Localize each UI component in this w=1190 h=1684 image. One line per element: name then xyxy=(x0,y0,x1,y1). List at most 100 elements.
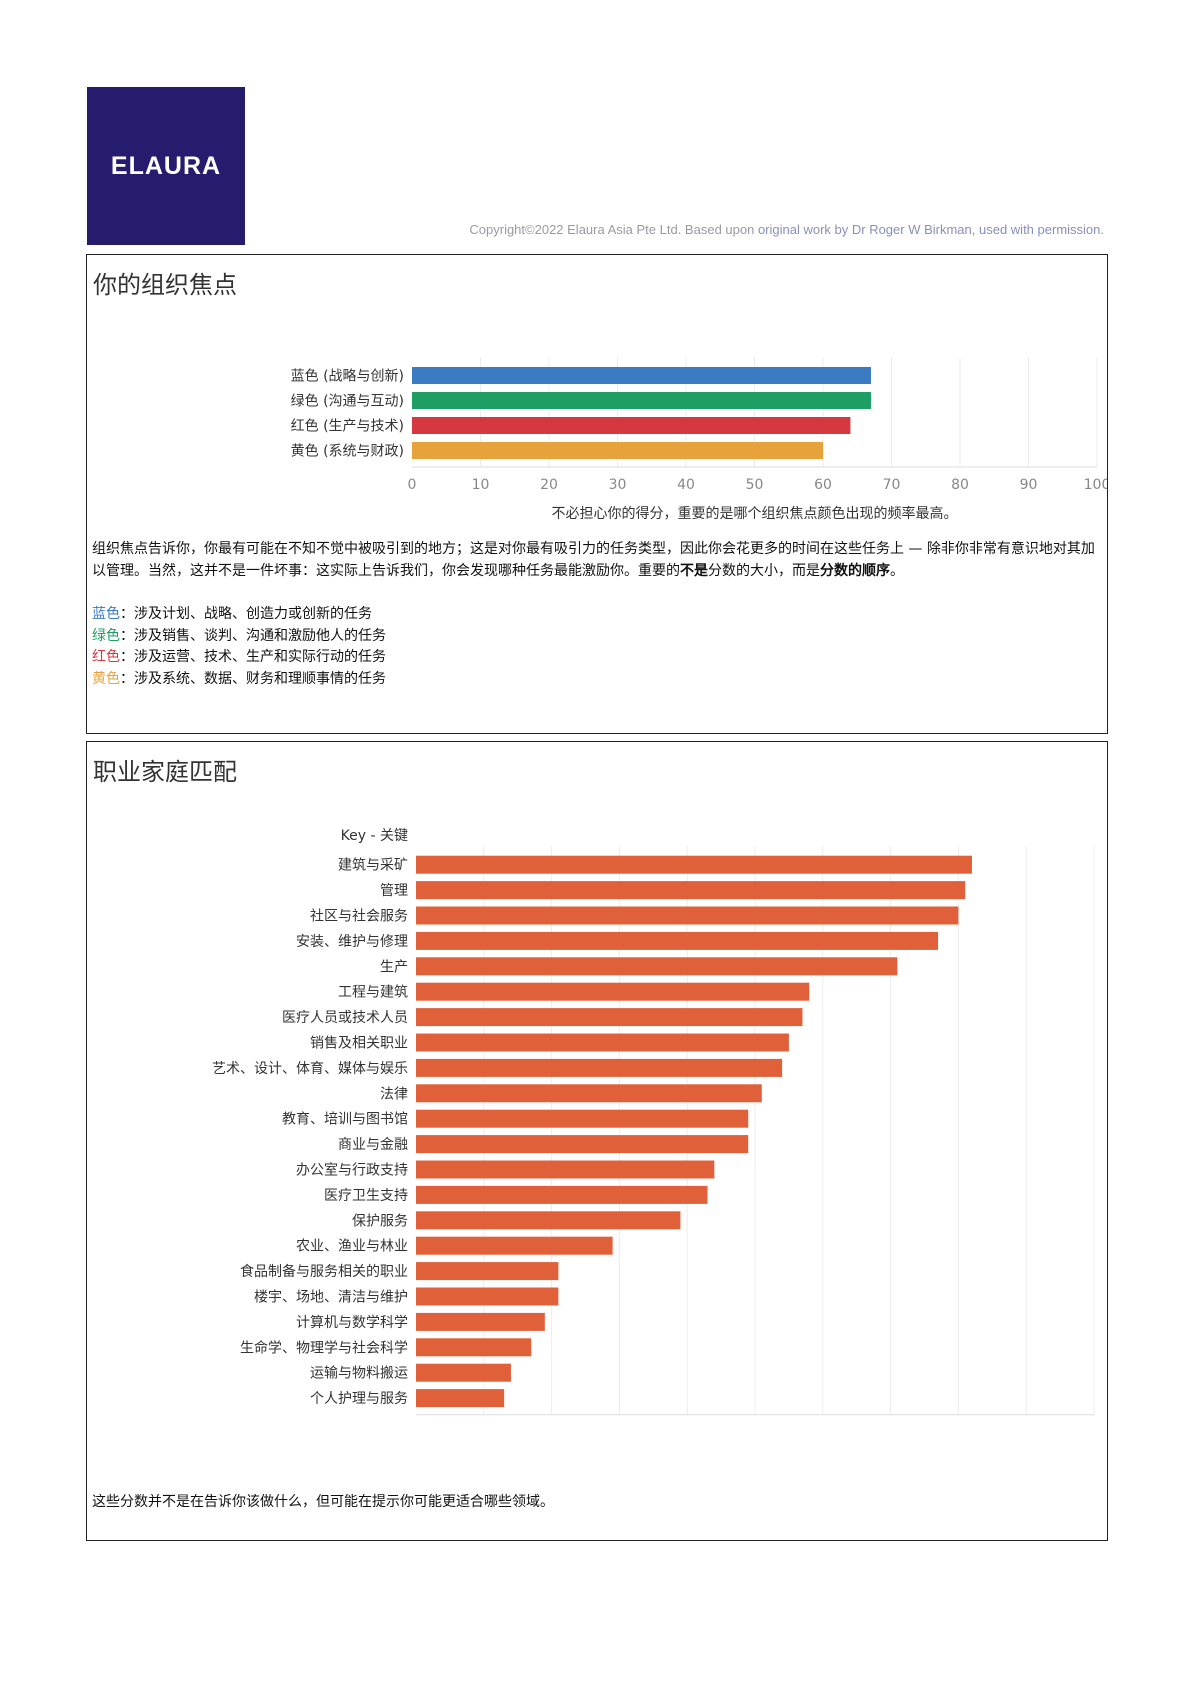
tick-label: 100 xyxy=(1084,477,1107,493)
category-label: 运输与物料搬运 xyxy=(310,1366,408,1382)
category-label: 绿色 (沟通与互动) xyxy=(291,393,404,410)
bar xyxy=(416,1363,511,1382)
bar xyxy=(416,1058,783,1077)
category-label: 法律 xyxy=(380,1086,408,1102)
tick-label: 40 xyxy=(677,477,695,493)
section1-description: 组织焦点告诉你，你最有可能在不知不觉中被吸引到的地方；这是对你最有吸引力的任务类… xyxy=(92,538,1097,582)
category-label: 工程与建筑 xyxy=(338,985,408,1001)
category-label: 艺术、设计、体育、媒体与娱乐 xyxy=(212,1061,408,1077)
bar xyxy=(416,1033,789,1052)
bar xyxy=(412,367,871,384)
bar xyxy=(416,1236,613,1255)
bar xyxy=(416,906,959,925)
tick-label: 100 xyxy=(1081,1425,1107,1426)
legend-item-green: 绿色：涉及销售、谈判、沟通和激励他人的任务 xyxy=(92,626,386,648)
category-label: 蓝色 (战略与创新) xyxy=(291,368,404,385)
copyright-notice: Copyright©2022 Elaura Asia Pte Ltd. Base… xyxy=(469,222,1104,237)
organization-focus-panel: 你的组织焦点 蓝色 (战略与创新) 绿色 (沟通与互动) 红色 (生产与技术) 黄色 … xyxy=(86,254,1108,734)
tick-label: 30 xyxy=(609,477,627,493)
career-family-chart: Key - 关键建筑与采矿管理社区与社会服务安装、维护与修理生产工程与建筑医疗人… xyxy=(212,828,1107,1426)
tick-label: 50 xyxy=(746,1425,764,1426)
tick-label: 0 xyxy=(408,477,417,493)
logo-text: ELAURA xyxy=(110,151,222,180)
para-b: 不是 xyxy=(680,563,708,579)
para-c: 分数的大小，而是 xyxy=(708,563,820,579)
tick-label: 60 xyxy=(814,1425,832,1426)
category-label: 建筑与采矿 xyxy=(338,858,408,874)
category-label: 教育、培训与图书馆 xyxy=(282,1112,408,1128)
category-label: 安装、维护与修理 xyxy=(296,934,408,950)
section1-title: 你的组织焦点 xyxy=(93,271,237,299)
legend-green-desc: ：涉及销售、谈判、沟通和激励他人的任务 xyxy=(120,627,386,644)
tick-label: 90 xyxy=(1020,477,1038,493)
tick-label: 90 xyxy=(1017,1425,1035,1426)
category-label: 保护服务 xyxy=(352,1213,408,1229)
bar xyxy=(412,417,851,434)
category-label: 管理 xyxy=(380,883,408,899)
bar xyxy=(416,1389,505,1408)
legend-red-name: 红色 xyxy=(92,649,120,665)
tick-label: 80 xyxy=(951,477,969,493)
bar xyxy=(416,1008,803,1027)
category-label: 医疗卫生支持 xyxy=(324,1188,408,1204)
chart1-note: 不必担心你的得分，重要的是哪个组织焦点颜色出现的频率最高。 xyxy=(552,505,958,522)
organization-focus-chart: 蓝色 (战略与创新) 绿色 (沟通与互动) 红色 (生产与技术) 黄色 (系统与财政)… xyxy=(291,357,1107,522)
category-label: 生命学、物理学与社会科学 xyxy=(240,1339,408,1356)
category-label: 医疗人员或技术人员 xyxy=(282,1010,408,1026)
category-label: 计算机与数学科学 xyxy=(296,1315,408,1331)
bar xyxy=(416,957,898,976)
legend-red-desc: ：涉及运营、技术、生产和实际行动的任务 xyxy=(120,649,386,665)
category-label: 商业与金融 xyxy=(338,1137,408,1153)
bar xyxy=(416,982,810,1001)
legend-item-yellow: 黄色：涉及系统、数据、财务和理顺事情的任务 xyxy=(92,669,386,691)
tick-label: 10 xyxy=(472,477,490,493)
bar xyxy=(416,931,939,950)
copyright-text: Copyright©2022 Elaura Asia Pte Ltd. Base… xyxy=(469,222,758,237)
bar xyxy=(416,1287,559,1306)
key-label: Key - 关键 xyxy=(341,828,408,844)
bar xyxy=(416,855,972,874)
category-label: 农业、渔业与林业 xyxy=(296,1239,408,1255)
legend-yellow-desc: ：涉及系统、数据、财务和理顺事情的任务 xyxy=(120,670,386,687)
tick-label: 20 xyxy=(540,477,558,493)
tick-label: 30 xyxy=(610,1425,628,1426)
bar xyxy=(416,1135,749,1154)
category-label: 办公室与行政支持 xyxy=(296,1162,408,1179)
para-d: 分数的顺序 xyxy=(820,563,890,579)
tick-label: 10 xyxy=(475,1425,493,1426)
legend-item-blue: 蓝色：涉及计划、战略、创造力或创新的任务 xyxy=(92,604,386,626)
legend-blue-name: 蓝色 xyxy=(92,606,120,622)
legend-green-name: 绿色 xyxy=(92,627,120,644)
category-label: 生产 xyxy=(380,959,408,975)
category-label: 食品制备与服务相关的职业 xyxy=(240,1263,408,1280)
tick-label: 70 xyxy=(883,477,901,493)
legend-blue-desc: ：涉及计划、战略、创造力或创新的任务 xyxy=(120,606,372,622)
section2-title: 职业家庭匹配 xyxy=(93,758,237,786)
bar xyxy=(416,1084,762,1103)
bar xyxy=(416,1211,681,1230)
bar xyxy=(416,881,966,900)
bar xyxy=(416,1185,708,1204)
copyright-attribution: original work by Dr Roger W Birkman, use… xyxy=(757,222,1104,237)
bar xyxy=(416,1109,749,1128)
category-label: 社区与社会服务 xyxy=(310,909,408,925)
category-label: 销售及相关职业 xyxy=(310,1036,408,1052)
category-label: 黄色 (系统与财政) xyxy=(291,443,404,460)
color-legend-list: 蓝色：涉及计划、战略、创造力或创新的任务 绿色：涉及销售、谈判、沟通和激励他人的… xyxy=(92,604,386,690)
para-e: 。 xyxy=(890,563,904,579)
legend-yellow-name: 黄色 xyxy=(92,670,120,687)
tick-label: 0 xyxy=(412,1425,421,1426)
tick-label: 40 xyxy=(678,1425,696,1426)
category-label: 楼宇、场地、清洁与维护 xyxy=(254,1290,408,1306)
tick-label: 20 xyxy=(543,1425,561,1426)
bar xyxy=(412,392,871,409)
career-family-panel: 职业家庭匹配 Key - 关键 建筑与采矿管理社区与社会服务安装、维护与修理生产工… xyxy=(86,741,1108,1541)
section2-footer-note: 这些分数并不是在告诉你该做什么，但可能在提示你可能更适合哪些领域。 xyxy=(92,1494,554,1510)
tick-label: 50 xyxy=(746,477,764,493)
tick-label: 70 xyxy=(882,1425,900,1426)
bar xyxy=(416,1312,545,1331)
bar xyxy=(412,442,823,459)
category-label: 红色 (生产与技术) xyxy=(291,418,404,435)
tick-label: 80 xyxy=(949,1425,967,1426)
bar xyxy=(416,1338,532,1357)
